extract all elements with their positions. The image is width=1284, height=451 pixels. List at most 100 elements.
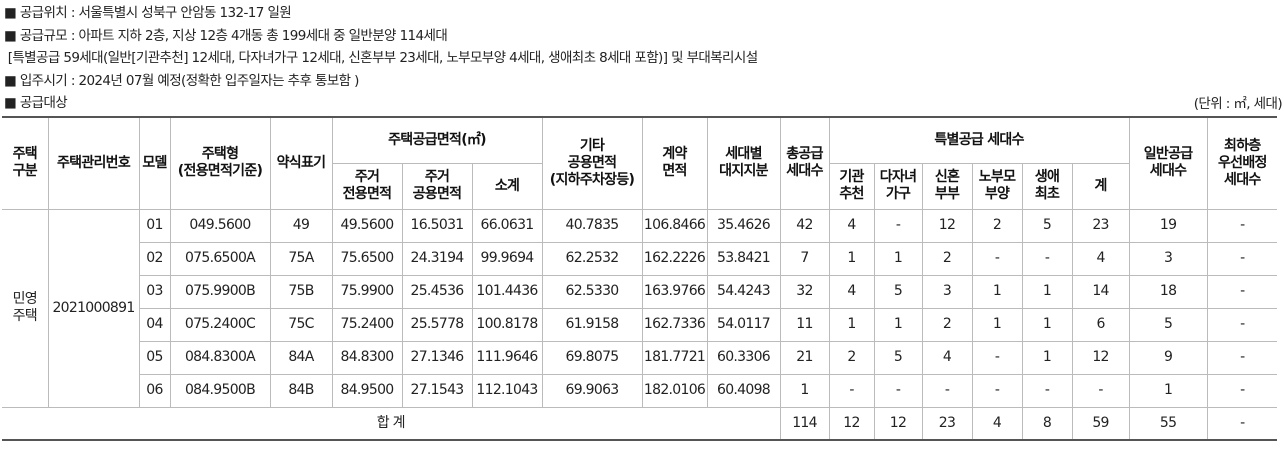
- data-cell: 53.8421: [706, 241, 781, 276]
- data-cell: 62.2532: [541, 241, 643, 276]
- data-cell: 1: [779, 373, 830, 408]
- data-cell: 1: [1021, 340, 1073, 375]
- header-cell: 주택관리번호: [47, 116, 140, 210]
- info-block: ■ 공급위치 : 서울특별시 성북구 안암동 132-17 일원 ■ 공급규모 :…: [4, 2, 758, 115]
- data-cell: 1: [1128, 373, 1208, 408]
- data-cell: 075.9900B: [169, 274, 271, 309]
- data-row: 05 084.8300A 84A 84.8300 27.1346 111.9646 69.8…: [2, 340, 1278, 375]
- data-cell: 24.3194: [401, 241, 473, 276]
- data-cell: 2: [828, 340, 875, 375]
- data-cell: 60.3306: [706, 340, 781, 375]
- data-cell: 4: [828, 274, 875, 309]
- data-cell: 75A: [269, 241, 333, 276]
- data-cell: -: [828, 373, 875, 408]
- data-cell: 1: [828, 307, 875, 342]
- data-cell: 27.1543: [401, 373, 473, 408]
- data-cell: 14: [1071, 274, 1130, 309]
- data-cell: 2: [921, 307, 973, 342]
- data-cell: 100.8178: [471, 307, 543, 342]
- data-cell: 75.2400: [331, 307, 403, 342]
- management-no-cell: 2021000891: [47, 208, 140, 408]
- data-cell: 106.8466: [641, 208, 708, 243]
- data-cell: -: [971, 373, 1023, 408]
- total-label: 합 계: [2, 406, 781, 441]
- data-cell: 49.5600: [331, 208, 403, 243]
- header-cell: 다자녀 가구: [873, 162, 923, 210]
- data-cell: 11: [779, 307, 830, 342]
- info-line: ■ 입주시기 : 2024년 07월 예정(정확한 입주일자는 추후 통보함 ): [4, 72, 359, 89]
- data-cell: 1: [1021, 307, 1073, 342]
- data-cell: 9: [1128, 340, 1208, 375]
- data-row: 06 084.9500B 84B 84.9500 27.1543 112.1043 69.9…: [2, 373, 1278, 408]
- data-cell: 75B: [269, 274, 333, 309]
- header-row: 주택 구분 주택관리번호 모델 주택형 (전용면적기준) 약식표기 주택공급면적(㎡) 기타…: [2, 116, 1278, 210]
- header-cell: 주택 구분: [2, 116, 49, 210]
- data-cell: 16.5031: [401, 208, 473, 243]
- unit-note: (단위 : ㎡, 세대): [1193, 96, 1283, 112]
- header-cell: 주택형 (전용면적기준): [169, 116, 271, 210]
- data-cell: 112.1043: [471, 373, 543, 408]
- data-row: 02 075.6500A 75A 75.6500 24.3194 99.9694 62.25…: [2, 241, 1278, 276]
- data-cell: 18: [1128, 274, 1208, 309]
- data-cell: 84B: [269, 373, 333, 408]
- data-row: 민영 주택 2021000891 01 049.5600 49 49.5600 16.503…: [2, 208, 1278, 408]
- data-cell: 21: [779, 340, 830, 375]
- data-cell: 01: [138, 208, 171, 243]
- data-cell: 27.1346: [401, 340, 473, 375]
- data-cell: 32: [779, 274, 830, 309]
- data-row: 04 075.2400C 75C 75.2400 25.5778 100.8178 61.9…: [2, 307, 1278, 342]
- info-line: ■ 공급위치 : 서울특별시 성북구 안암동 132-17 일원: [4, 5, 292, 21]
- header-cell: 노부모 부양: [971, 162, 1023, 210]
- data-cell: 12: [921, 208, 973, 243]
- header-cell: 기타 공용면적 (지하주차장등): [541, 116, 643, 210]
- data-cell: 1: [828, 241, 875, 276]
- data-cell: 6: [1071, 307, 1130, 342]
- data-cell: 4: [828, 208, 875, 243]
- data-cell: 04: [139, 307, 171, 342]
- header-cell: 계약 면적: [641, 116, 708, 210]
- category-cell: 민영 주택: [2, 208, 49, 408]
- total-cell: 4: [971, 406, 1023, 441]
- info-line: [특별공급 59세대(일반[기관추천] 12세대, 다자녀가구 12세대, 신혼…: [4, 50, 758, 66]
- data-cell: 1: [873, 307, 923, 342]
- info-line: ■ 공급규모 : 아파트 지하 2층, 지상 12층 4개동 총 199세대 중…: [4, 27, 448, 44]
- data-cell: -: [971, 241, 1023, 276]
- header-group: 주택공급면적(㎡): [331, 116, 543, 164]
- data-cell: 1: [971, 274, 1023, 309]
- total-cell: 12: [828, 406, 875, 441]
- header-cell: 약식표기: [269, 116, 333, 210]
- data-cell: 61.9158: [541, 307, 643, 342]
- header-cell: 일반공급 세대수: [1128, 116, 1208, 210]
- header-cell: 총공급 세대수: [779, 116, 830, 210]
- data-cell: 5: [1021, 208, 1073, 243]
- data-cell: 182.0106: [641, 373, 708, 408]
- data-cell: 049.5600: [169, 208, 271, 243]
- data-cell: 69.8075: [541, 340, 643, 375]
- header-cell: 소계: [471, 162, 543, 210]
- data-cell: 5: [873, 340, 923, 375]
- table-header: 주택 구분 주택관리번호 모델 주택형 (전용면적기준) 약식표기 주택공급면적(㎡) 기타…: [2, 116, 1278, 210]
- data-cell: -: [1021, 373, 1073, 408]
- data-cell: -: [971, 340, 1023, 375]
- data-cell: 25.5778: [401, 307, 473, 342]
- data-row: 03 075.9900B 75B 75.9900 25.4536 101.4436 62.5…: [2, 274, 1278, 309]
- data-cell: 35.4626: [706, 208, 781, 243]
- data-cell: 2: [921, 241, 973, 276]
- data-cell: 111.9646: [471, 340, 543, 375]
- table-body: 민영 주택 2021000891 01 049.5600 49 49.5600 16.503…: [2, 208, 1278, 441]
- data-cell: 49: [269, 208, 333, 243]
- data-cell: 19: [1128, 208, 1208, 243]
- data-cell: 84.9500: [331, 373, 403, 408]
- data-cell: 23: [1071, 208, 1130, 243]
- data-cell: 62.5330: [541, 274, 643, 309]
- data-cell: 163.9766: [641, 274, 708, 309]
- header-cell: 계: [1071, 162, 1130, 210]
- data-cell: 42: [779, 208, 830, 243]
- data-cell: 75.9900: [331, 274, 403, 309]
- data-cell: -: [1206, 208, 1278, 243]
- total-cell: 8: [1021, 406, 1073, 441]
- data-cell: 1: [971, 307, 1023, 342]
- total-cell: 114: [779, 406, 830, 441]
- data-cell: 54.4243: [706, 274, 781, 309]
- header-cell: 생애 최초: [1021, 162, 1073, 210]
